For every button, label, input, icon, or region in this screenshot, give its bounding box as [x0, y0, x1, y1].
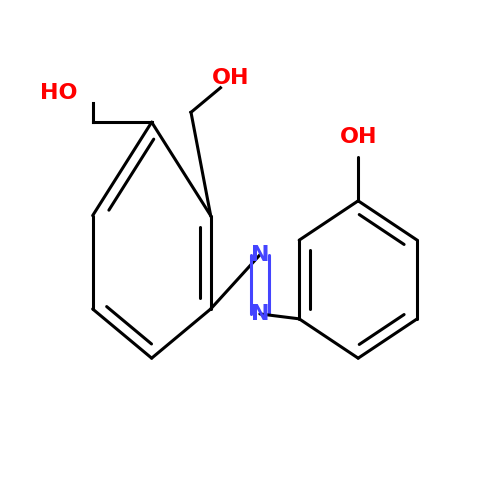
Text: N: N	[250, 245, 269, 265]
Text: N: N	[250, 304, 269, 324]
Text: OH: OH	[212, 68, 249, 88]
Text: OH: OH	[340, 127, 377, 147]
Text: HO: HO	[40, 82, 77, 102]
